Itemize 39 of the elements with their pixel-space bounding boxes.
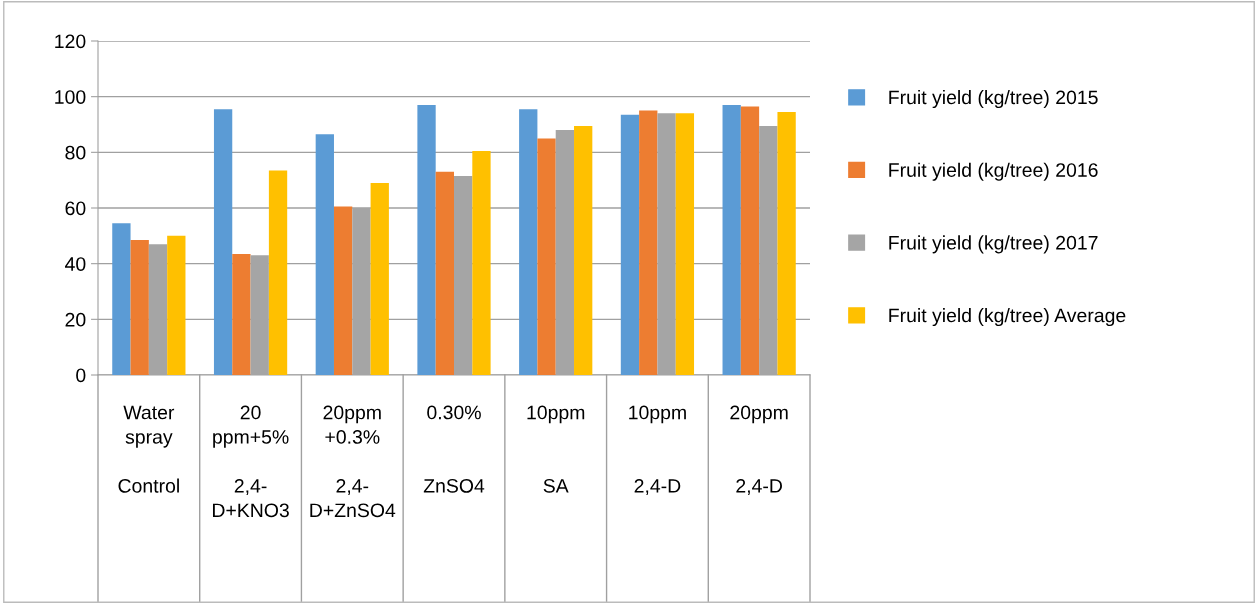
bar xyxy=(315,134,334,375)
legend-label: Fruit yield (kg/tree) 2016 xyxy=(889,162,1098,181)
y-tick-label: 120 xyxy=(55,34,86,49)
legend-label: Fruit yield (kg/tree) 2015 xyxy=(889,89,1098,109)
bar xyxy=(777,111,796,375)
bar xyxy=(574,125,593,375)
bar xyxy=(213,109,233,375)
category-label: 20ppm +0.3% 2,4- D+ZnSO4 xyxy=(310,405,396,518)
category-label: 10ppm SA xyxy=(527,405,585,493)
bar xyxy=(130,240,149,375)
bar xyxy=(370,182,389,375)
legend-label: Fruit yield (kg/tree) 2017 xyxy=(889,235,1098,254)
bar xyxy=(333,206,353,375)
bar xyxy=(417,105,436,375)
bar xyxy=(620,114,640,375)
bar xyxy=(268,170,288,375)
bar xyxy=(112,223,131,375)
category-label: 20ppm 2,4-D xyxy=(730,405,788,496)
category-label: 10ppm 2,4-D xyxy=(629,405,686,496)
y-tick-label: 40 xyxy=(65,257,86,271)
bar xyxy=(232,253,251,375)
y-tick-label: 80 xyxy=(65,145,86,160)
bar xyxy=(435,171,454,375)
bar xyxy=(675,113,695,375)
bar xyxy=(639,110,658,375)
y-tick-label: 0 xyxy=(76,368,86,383)
category-label: Water spray Control xyxy=(118,405,179,493)
category-label: 0.30% ZnSO4 xyxy=(423,405,485,493)
y-tick-label: 60 xyxy=(65,201,86,216)
bar xyxy=(537,138,556,375)
bar xyxy=(519,109,538,375)
y-tick-label: 20 xyxy=(65,312,86,327)
bar xyxy=(167,235,186,375)
bar xyxy=(722,105,741,375)
bar xyxy=(740,106,760,375)
legend-label: Fruit yield (kg/tree) Average xyxy=(889,308,1126,327)
bar xyxy=(472,150,491,375)
category-label: 20 ppm+5% 2,4- D+KNO3 xyxy=(212,405,289,518)
y-tick-label: 100 xyxy=(55,90,86,104)
